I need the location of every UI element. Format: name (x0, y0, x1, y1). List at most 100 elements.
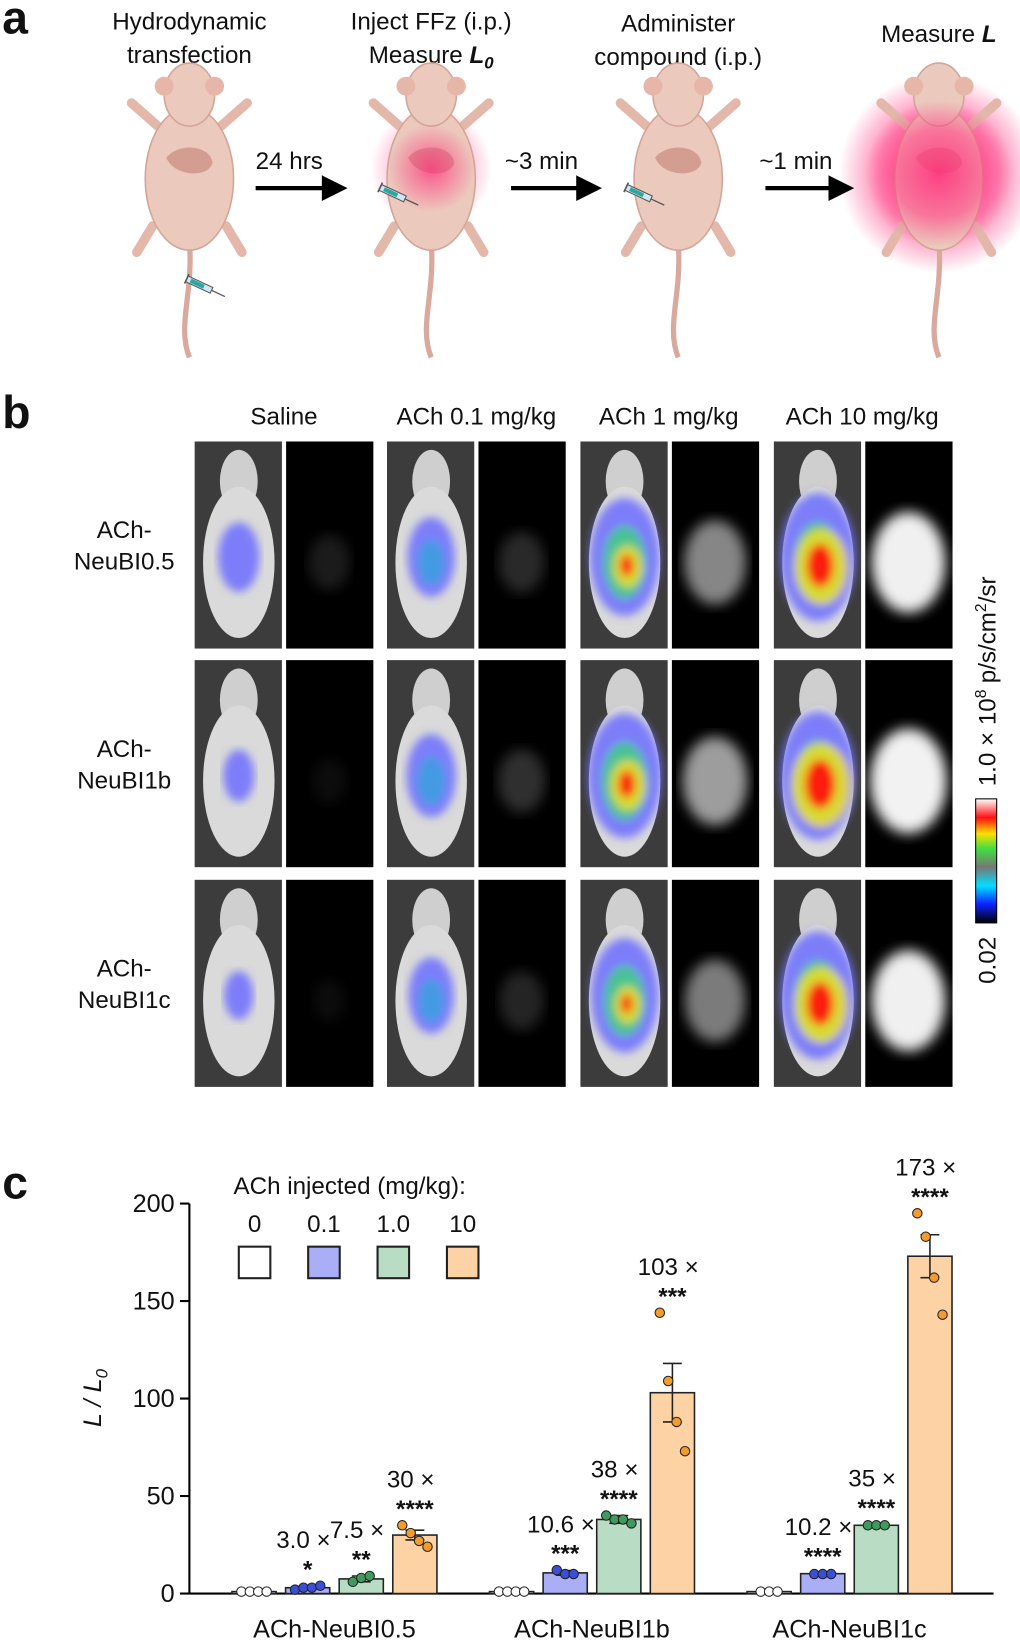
x-tick-label: ACh-NeuBI1c (772, 1616, 926, 1644)
value-label: 7.5 × (330, 1517, 384, 1544)
exponent: 2 (973, 603, 990, 612)
significance: *** (551, 1541, 580, 1568)
step-text: Measure (881, 21, 975, 48)
signal (619, 554, 634, 577)
significance: **** (911, 1184, 949, 1211)
signal-overlay (780, 711, 856, 840)
luminescence-signal (312, 758, 347, 804)
subscript: 0 (484, 53, 494, 72)
data-point (413, 1535, 425, 1547)
significance: ** (352, 1547, 371, 1574)
signal (804, 759, 836, 809)
mouse (132, 63, 248, 357)
value-label: 30 × (387, 1466, 435, 1493)
unit: p/s/cm (975, 612, 1002, 683)
data-point (551, 1564, 563, 1576)
luminescence-signal (499, 971, 544, 1031)
data-point (306, 1582, 318, 1593)
data-point (671, 1416, 682, 1428)
arrow-label: ~3 min (505, 148, 578, 175)
row-label: NeuBI0.5 (74, 549, 175, 576)
data-point (405, 1527, 416, 1539)
significance: **** (396, 1496, 434, 1523)
data-point (600, 1510, 612, 1521)
signal (224, 971, 254, 1020)
legend-swatch (376, 1245, 411, 1280)
step-label: Inject FFz (i.p.) (351, 8, 512, 35)
data-point (679, 1445, 691, 1457)
value-label: 35 × (848, 1465, 896, 1492)
value-label: 103 × (638, 1254, 699, 1281)
data-point (825, 1568, 837, 1580)
imaging-panel: Saline ACh 0.1 mg/kg ACh 1 mg/kg ACh 10 mg/… (74, 404, 953, 1087)
arrow-label: 24 hrs (256, 148, 323, 175)
data-point (617, 1514, 629, 1525)
luminescence-signal (313, 979, 346, 1022)
step-label: Administer (621, 11, 735, 38)
signal (223, 749, 255, 802)
column-label: ACh 1 mg/kg (599, 404, 739, 431)
column-label: ACh 0.1 mg/kg (396, 404, 556, 431)
y-tick-label: 150 (133, 1287, 175, 1315)
signal-overlay (780, 931, 856, 1060)
row-label: ACh- (97, 736, 152, 763)
luminescence-signal (682, 736, 748, 826)
luminescence-signal (308, 535, 350, 590)
data-point (662, 1375, 674, 1387)
data-point (920, 1231, 931, 1242)
row-label: ACh- (97, 517, 152, 544)
step-label: Hydrodynamic (112, 8, 266, 35)
row-label: NeuBI1c (78, 987, 171, 1014)
data-point (364, 1570, 375, 1582)
y-tick-label: 0 (161, 1580, 175, 1608)
luminescence-signal (684, 959, 746, 1042)
column-label: Saline (250, 404, 317, 431)
legend-swatch (237, 1245, 272, 1280)
signal (418, 978, 444, 1023)
arrows (255, 175, 855, 202)
value-label: 10.6 × (527, 1511, 595, 1538)
data-point (422, 1541, 433, 1553)
data-point (772, 1586, 783, 1597)
y-axis-label: L / L0 (79, 1368, 111, 1427)
glow (387, 124, 476, 213)
data-point (261, 1586, 272, 1597)
data-point (937, 1309, 948, 1320)
x-tick-label: ACh-NeuBI0.5 (253, 1616, 416, 1644)
value-label: 3.0 × (276, 1527, 330, 1554)
luminescence-signal (871, 950, 946, 1052)
step-text: Measure (369, 42, 463, 69)
signal (218, 522, 260, 592)
significance: **** (600, 1486, 638, 1513)
signal-overlay (589, 498, 660, 617)
luminescence-signal (498, 531, 545, 593)
panel-label: a (2, 0, 29, 44)
value-label: 173 × (895, 1154, 956, 1181)
signal-overlay (224, 971, 254, 1020)
legend-label: 1.0 (377, 1211, 411, 1238)
signal-overlay (407, 517, 455, 597)
y-label-text: L / L (79, 1378, 107, 1427)
data-point (518, 1586, 530, 1597)
subscript: 0 (92, 1368, 111, 1378)
data-point (356, 1572, 367, 1584)
panel-label: b (2, 386, 30, 438)
significance: *** (658, 1283, 687, 1310)
y-tick-label: 100 (133, 1385, 175, 1413)
mouse (620, 63, 736, 357)
unit: /sr (975, 576, 1002, 603)
signal-overlay (780, 492, 856, 622)
signal (806, 543, 834, 588)
significance: * (303, 1556, 313, 1583)
symbol: L (469, 42, 484, 69)
legend-label: 0 (248, 1211, 261, 1238)
colorbar-max: 1.0 × 108 p/s/cm2/sr (973, 576, 1001, 786)
luminescence-signal (498, 749, 546, 813)
signal (417, 539, 445, 586)
legend-title: ACh injected (mg/kg): (234, 1173, 466, 1200)
signal-overlay (590, 938, 659, 1053)
data-point (912, 1208, 923, 1219)
y-tick-label: 50 (147, 1482, 175, 1510)
